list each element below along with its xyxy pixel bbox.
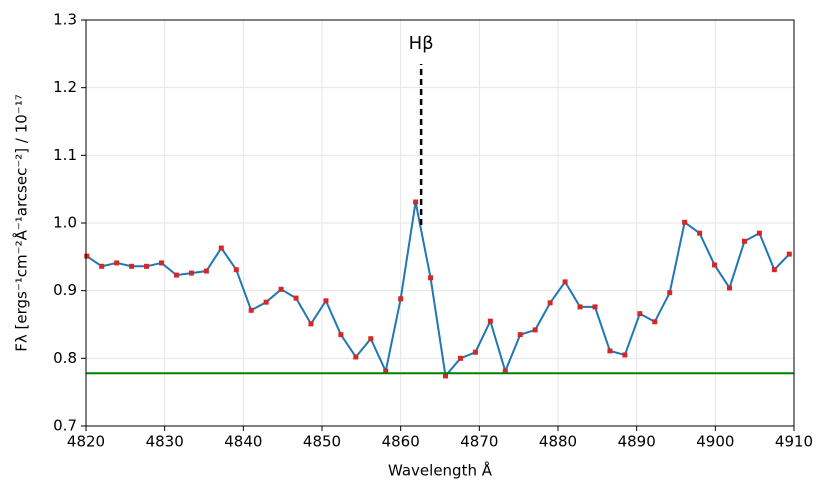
x-tick-label: 4840: [224, 433, 262, 451]
data-point: [278, 286, 284, 292]
data-point: [203, 268, 209, 274]
y-tick-label: 0.7: [53, 417, 77, 435]
x-tick-label: 4850: [303, 433, 341, 451]
data-point: [622, 352, 628, 358]
y-tick-label: 1.2: [53, 78, 77, 96]
data-point: [368, 336, 374, 342]
data-point: [114, 260, 120, 266]
data-point: [218, 245, 224, 251]
data-point: [756, 230, 762, 236]
data-point: [547, 300, 553, 306]
data-line: [86, 201, 791, 379]
data-point: [84, 253, 90, 259]
data-point: [472, 349, 478, 355]
x-axis-label: Wavelength Å: [388, 461, 493, 480]
data-point: [398, 296, 404, 302]
x-tick-label: 4880: [539, 433, 577, 451]
x-tick-label: 4860: [382, 433, 420, 451]
data-point: [443, 373, 449, 379]
data-point: [383, 368, 389, 374]
data-point: [308, 321, 314, 327]
data-point: [338, 332, 344, 338]
x-tick-label: 4870: [460, 433, 498, 451]
data-point: [652, 319, 658, 325]
data-point: [173, 272, 179, 278]
data-point: [323, 298, 329, 304]
data-point: [457, 355, 463, 361]
x-tick-label: 4910: [775, 433, 813, 451]
data-point: [99, 263, 105, 269]
data-point: [487, 318, 493, 324]
data-point: [293, 295, 299, 301]
data-point: [532, 327, 538, 333]
data-point: [129, 263, 135, 269]
data-point: [413, 199, 419, 205]
data-point: [233, 267, 239, 273]
data-point: [607, 348, 613, 354]
data-point: [682, 219, 688, 225]
data-point: [248, 307, 254, 313]
y-axis-label: Fλ [ergs⁻¹cm⁻²Å⁻¹arcsec⁻²] / 10⁻¹⁷: [12, 94, 31, 351]
data-point: [786, 251, 792, 257]
y-tick-label: 1.0: [53, 214, 77, 232]
y-tick-label: 1.3: [53, 11, 77, 29]
data-point: [667, 290, 673, 296]
annotation-label: Hβ: [409, 33, 434, 54]
data-point: [502, 368, 508, 374]
data-point: [741, 238, 747, 244]
data-point: [771, 267, 777, 273]
plot-frame: [85, 19, 795, 427]
data-point: [428, 275, 434, 281]
data-point: [144, 263, 150, 269]
data-point: [697, 230, 703, 236]
data-point: [577, 304, 583, 310]
data-point: [562, 279, 568, 285]
y-tick-label: 0.9: [53, 281, 77, 299]
data-point: [159, 260, 165, 266]
x-tick-label: 4900: [696, 433, 734, 451]
data-point: [517, 332, 523, 338]
data-point: [592, 304, 598, 310]
data-point: [726, 285, 732, 291]
x-tick-label: 4830: [146, 433, 184, 451]
data-point: [188, 270, 194, 276]
x-tick-label: 4890: [618, 433, 656, 451]
y-tick-label: 1.1: [53, 146, 77, 164]
data-point: [353, 354, 359, 360]
data-point: [712, 262, 718, 268]
y-tick-label: 0.8: [53, 349, 77, 367]
data-point: [637, 311, 643, 317]
x-tick-label: 4820: [67, 433, 105, 451]
data-point: [263, 299, 269, 305]
